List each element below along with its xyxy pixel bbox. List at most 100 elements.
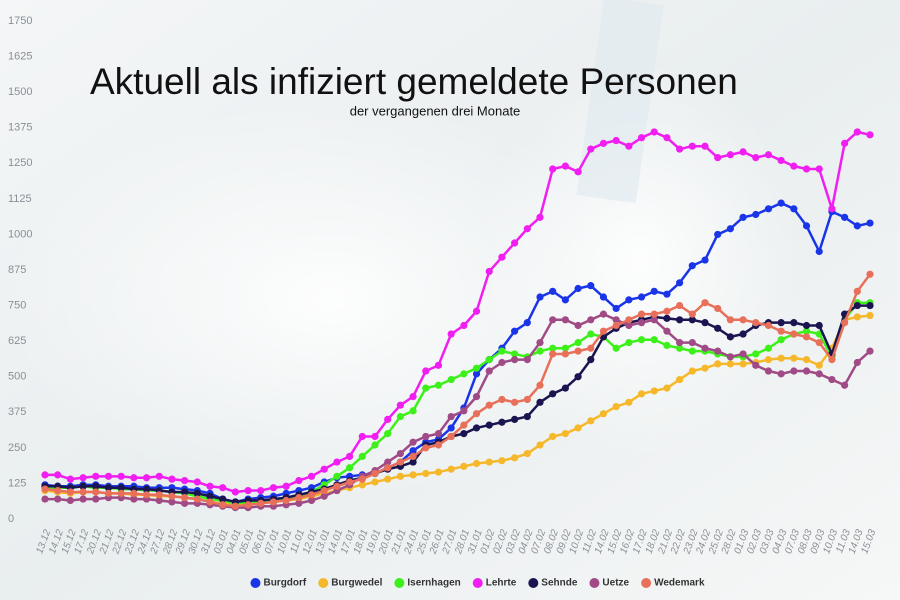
data-point [511, 350, 519, 358]
data-point [79, 488, 87, 496]
data-point [777, 370, 785, 378]
legend: Burgdorf Burgwedel Isernhagen Lehrte Sehnde U… [250, 578, 705, 589]
data-point [193, 489, 201, 497]
data-point [599, 293, 608, 301]
data-point [472, 410, 481, 418]
data-point [155, 472, 163, 480]
data-point [688, 142, 696, 150]
data-point [460, 321, 468, 330]
data-point [777, 336, 785, 344]
data-point [841, 381, 849, 389]
data-point [637, 134, 646, 142]
data-point [815, 338, 823, 347]
data-point [777, 327, 785, 335]
data-point [625, 296, 633, 304]
data-point [66, 496, 74, 505]
data-point [599, 327, 608, 335]
data-point [574, 168, 582, 176]
data-point [371, 478, 379, 486]
data-point [447, 432, 455, 441]
data-point [54, 486, 62, 495]
data-point [777, 199, 785, 207]
data-point [409, 452, 417, 460]
data-point [384, 430, 392, 438]
y-tick-label: 500 [8, 371, 26, 383]
data-point [92, 482, 100, 490]
data-point [295, 494, 303, 502]
data-point [587, 316, 595, 324]
data-point [384, 458, 392, 466]
background-pipette [576, 0, 664, 204]
data-point [701, 364, 709, 372]
data-point [282, 482, 290, 490]
data-point [676, 338, 684, 347]
data-point [79, 482, 87, 490]
data-point [802, 222, 811, 230]
y-tick-label: 1250 [8, 157, 32, 169]
data-point [599, 310, 608, 318]
data-point [777, 319, 785, 327]
data-point [637, 310, 646, 318]
y-tick-label: 875 [8, 264, 26, 276]
data-point [422, 367, 430, 375]
data-point [307, 496, 316, 505]
data-point [650, 316, 658, 324]
data-point [371, 432, 379, 441]
data-point [434, 381, 443, 389]
data-point [841, 213, 849, 221]
data-point [485, 367, 493, 375]
data-point [688, 367, 696, 375]
data-point [612, 316, 620, 324]
data-point [574, 347, 582, 355]
data-point [739, 316, 747, 324]
data-point [625, 338, 633, 347]
data-point [384, 464, 392, 472]
data-point [472, 307, 481, 315]
data-point [117, 472, 125, 480]
data-point [866, 301, 874, 310]
data-point [625, 316, 633, 324]
y-tick-label: 0 [8, 513, 14, 525]
data-point [726, 360, 734, 368]
data-point [714, 324, 722, 332]
data-point [726, 333, 734, 341]
data-point [206, 482, 214, 490]
data-point [333, 472, 341, 480]
data-point [358, 432, 366, 441]
data-point [866, 270, 874, 278]
legend-label: Lehrte [486, 578, 517, 589]
data-point [625, 398, 633, 406]
data-point [688, 262, 696, 270]
data-point [790, 354, 798, 362]
data-point [422, 469, 430, 478]
data-point [701, 299, 709, 307]
data-point [701, 256, 709, 264]
data-point [498, 358, 506, 367]
data-point [587, 145, 595, 153]
data-point [714, 360, 722, 368]
data-point [485, 401, 493, 409]
data-point [701, 319, 709, 327]
data-point [764, 151, 773, 159]
data-point [358, 452, 366, 460]
data-point [549, 316, 557, 324]
legend-swatch [641, 578, 652, 588]
data-point [498, 457, 506, 465]
data-point [219, 484, 227, 492]
data-point [79, 495, 87, 503]
chart-title: Aktuell als infiziert gemeldete Personen [90, 61, 738, 102]
data-point [92, 472, 100, 480]
data-point [701, 344, 709, 352]
data-point [117, 484, 125, 492]
data-point [549, 287, 557, 295]
data-point [485, 267, 493, 276]
data-point [523, 225, 531, 233]
data-point [498, 418, 506, 426]
data-point [434, 430, 443, 438]
data-point [130, 474, 138, 482]
data-point [612, 304, 620, 313]
data-point [206, 492, 214, 500]
data-point [802, 333, 811, 341]
data-point [561, 384, 569, 392]
